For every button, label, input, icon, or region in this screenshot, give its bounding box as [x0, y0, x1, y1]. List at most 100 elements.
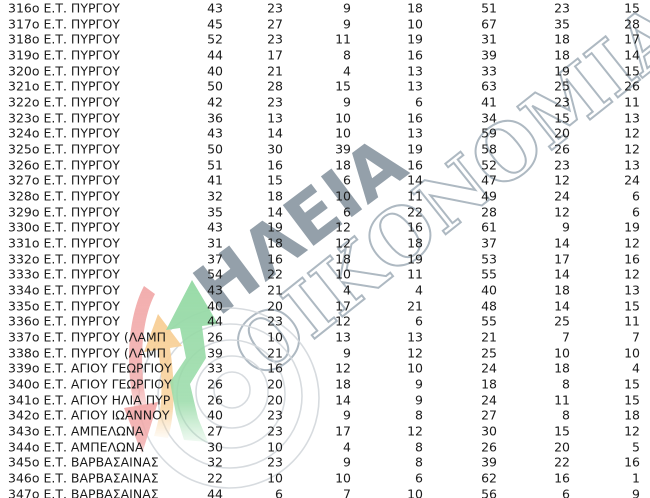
table-row: 335ο Ε.Τ. ΠΥΡΓΟΥ 40 20 17 21 48 14 15 — [0, 298, 650, 314]
value-col-6: 26 — [554, 141, 570, 157]
value-col-7: 13 — [624, 157, 640, 173]
value-col-3: 6 — [343, 172, 351, 188]
table-row: 318ο Ε.Τ. ΠΥΡΓΟΥ 52 23 11 19 31 18 17 — [0, 31, 650, 47]
value-col-7: 15 — [624, 0, 640, 16]
value-col-1: 44 — [207, 313, 223, 329]
value-col-7: 28 — [624, 16, 640, 31]
value-col-2: 6 — [275, 486, 283, 498]
value-col-4: 19 — [407, 251, 423, 267]
value-col-5: 55 — [481, 313, 497, 329]
value-col-6: 35 — [554, 16, 570, 31]
polling-station-name: 327ο Ε.Τ. ΠΥΡΓΟΥ — [8, 172, 120, 188]
value-col-2: 23 — [267, 94, 283, 110]
value-col-5: 34 — [481, 110, 497, 126]
value-col-5: 25 — [481, 345, 497, 361]
value-col-4: 11 — [407, 188, 423, 204]
table-row: 329ο Ε.Τ. ΠΥΡΓΟΥ 35 14 6 22 28 12 6 — [0, 204, 650, 220]
value-col-3: 12 — [335, 313, 351, 329]
value-col-4: 19 — [407, 31, 423, 47]
value-col-4: 16 — [407, 157, 423, 173]
value-col-4: 8 — [415, 454, 423, 470]
value-col-6: 14 — [554, 266, 570, 282]
value-col-1: 22 — [207, 470, 223, 486]
value-col-6: 20 — [554, 439, 570, 455]
value-col-7: 7 — [632, 329, 640, 345]
value-col-1: 43 — [207, 282, 223, 298]
value-col-6: 18 — [554, 31, 570, 47]
value-col-3: 10 — [335, 470, 351, 486]
value-col-2: 10 — [267, 329, 283, 345]
value-col-1: 45 — [207, 16, 223, 31]
value-col-4: 6 — [415, 313, 423, 329]
value-col-6: 23 — [554, 157, 570, 173]
table-row: 333ο Ε.Τ. ΠΥΡΓΟΥ 54 22 10 11 55 14 12 — [0, 266, 650, 282]
value-col-6: 12 — [554, 172, 570, 188]
value-col-7: 26 — [624, 78, 640, 94]
value-col-1: 35 — [207, 204, 223, 220]
value-col-5: 59 — [481, 125, 497, 141]
value-col-4: 9 — [415, 392, 423, 408]
value-col-3: 9 — [343, 16, 351, 31]
value-col-2: 21 — [267, 282, 283, 298]
value-col-3: 10 — [335, 110, 351, 126]
value-col-4: 12 — [407, 423, 423, 439]
value-col-7: 11 — [624, 313, 640, 329]
polling-station-name: 324ο Ε.Τ. ΠΥΡΓΟΥ — [8, 125, 120, 141]
value-col-2: 20 — [267, 298, 283, 314]
table-row: 328ο Ε.Τ. ΠΥΡΓΟΥ 32 18 10 11 49 24 6 — [0, 188, 650, 204]
value-col-2: 23 — [267, 423, 283, 439]
value-col-4: 10 — [407, 486, 423, 498]
value-col-5: 37 — [481, 235, 497, 251]
value-col-3: 17 — [335, 423, 351, 439]
value-col-1: 42 — [207, 94, 223, 110]
value-col-4: 13 — [407, 63, 423, 79]
value-col-3: 12 — [335, 360, 351, 376]
value-col-3: 6 — [343, 204, 351, 220]
value-col-3: 10 — [335, 266, 351, 282]
value-col-3: 4 — [343, 282, 351, 298]
polling-station-name: 336ο Ε.Τ. ΠΥΡΓΟΥ — [8, 313, 120, 329]
value-col-2: 16 — [267, 251, 283, 267]
value-col-2: 23 — [267, 31, 283, 47]
value-col-1: 41 — [207, 172, 223, 188]
value-col-4: 6 — [415, 470, 423, 486]
value-col-4: 14 — [407, 172, 423, 188]
value-col-5: 49 — [481, 188, 497, 204]
value-col-4: 22 — [407, 204, 423, 220]
polling-station-name: 319ο Ε.Τ. ΠΥΡΓΟΥ — [8, 47, 120, 63]
value-col-1: 52 — [207, 31, 223, 47]
value-col-4: 9 — [415, 376, 423, 392]
value-col-2: 18 — [267, 188, 283, 204]
value-col-2: 16 — [267, 360, 283, 376]
value-col-6: 15 — [554, 110, 570, 126]
value-col-7: 11 — [624, 94, 640, 110]
table-row: 321ο Ε.Τ. ΠΥΡΓΟΥ 50 28 15 13 63 25 26 — [0, 78, 650, 94]
polling-station-name: 347ο Ε.Τ. ΒΑΡΒΑΣΑΙΝΑΣ — [8, 486, 159, 498]
polling-station-name: 338ο Ε.Τ. ΠΥΡΓΟΥ (ΛΑΜΠ — [8, 345, 167, 361]
value-col-2: 14 — [267, 204, 283, 220]
polling-station-name: 341ο Ε.Τ. ΑΓΙΟΥ ΗΛΙΑ ΠΥΡ — [8, 392, 171, 408]
table-row: 347ο Ε.Τ. ΒΑΡΒΑΣΑΙΝΑΣ 44 6 7 10 56 6 9 — [0, 486, 650, 498]
value-col-3: 9 — [343, 407, 351, 423]
table-row: 341ο Ε.Τ. ΑΓΙΟΥ ΗΛΙΑ ΠΥΡ 26 20 14 9 24 1… — [0, 392, 650, 408]
polling-station-name: 321ο Ε.Τ. ΠΥΡΓΟΥ — [8, 78, 120, 94]
value-col-7: 16 — [624, 251, 640, 267]
polling-station-name: 326ο Ε.Τ. ΠΥΡΓΟΥ — [8, 157, 120, 173]
value-col-1: 43 — [207, 219, 223, 235]
value-col-5: 51 — [481, 0, 497, 16]
polling-station-name: 330ο Ε.Τ. ΠΥΡΓΟΥ — [8, 219, 120, 235]
value-col-2: 15 — [267, 172, 283, 188]
table-row: 338ο Ε.Τ. ΠΥΡΓΟΥ (ΛΑΜΠ 39 21 9 12 25 10 … — [0, 345, 650, 361]
value-col-4: 10 — [407, 16, 423, 31]
value-col-2: 23 — [267, 313, 283, 329]
value-col-6: 10 — [554, 345, 570, 361]
value-col-5: 18 — [481, 376, 497, 392]
value-col-5: 21 — [481, 329, 497, 345]
table-row: 343ο Ε.Τ. ΑΜΠΕΛΩΝΑ 27 23 17 12 30 15 12 — [0, 423, 650, 439]
value-col-1: 51 — [207, 157, 223, 173]
polling-station-name: 320ο Ε.Τ. ΠΥΡΓΟΥ — [8, 63, 120, 79]
table-row: 319ο Ε.Τ. ΠΥΡΓΟΥ 44 17 8 16 39 18 14 — [0, 47, 650, 63]
value-col-2: 19 — [267, 219, 283, 235]
value-col-3: 11 — [335, 31, 351, 47]
value-col-3: 4 — [343, 439, 351, 455]
